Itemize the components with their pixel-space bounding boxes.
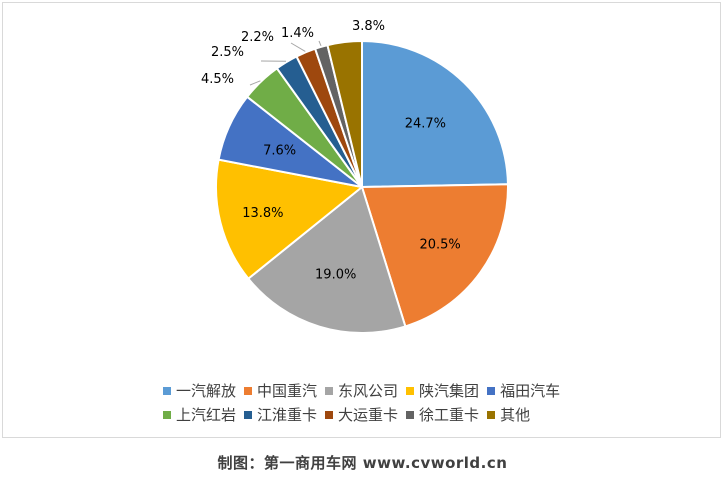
legend-swatch-8 — [325, 410, 334, 419]
leader-line-9 — [318, 40, 322, 46]
data-label-4: 13.8% — [242, 206, 283, 221]
legend-swatch-1 — [163, 386, 171, 395]
caption: 制图：第一商用车网 www.cvworld.cn — [217, 454, 508, 472]
pie-slice-2 — [360, 183, 509, 328]
legend-label-4: 陕汽集团 — [419, 382, 480, 400]
legend-row-1: 一汽解放 中国重汽 东风公司 陕汽集团 福田汽车 — [163, 380, 564, 401]
legend-swatch-10 — [487, 410, 496, 419]
legend-label-7: 江淮重卡 — [257, 406, 318, 424]
leader-lines — [249, 40, 322, 86]
data-label-1: 24.7% — [405, 116, 446, 131]
pie-chart: 24.7% 20.5% 19.0% 13.8% 7.6% 4.5% 2.5%2.2% 1.4%… — [201, 19, 509, 334]
pie-slice-4 — [215, 158, 365, 281]
legend-item-4: 陕汽集团 — [406, 380, 479, 401]
legend-item-7: 江淮重卡 — [244, 404, 317, 425]
data-label-7: 2.5% — [211, 45, 244, 60]
legend-label-1: 一汽解放 — [176, 382, 237, 400]
data-label-9: 1.4% — [281, 26, 314, 41]
data-label-10: 3.8% — [352, 19, 385, 34]
legend-swatch-4 — [406, 386, 415, 395]
legend-item-9: 徐工重卡 — [406, 404, 479, 425]
legend-label-8: 大运重卡 — [338, 406, 399, 424]
data-label-5: 7.6% — [263, 144, 296, 159]
legend-label-2: 中国重汽 — [257, 382, 318, 400]
data-label-2: 20.5% — [419, 237, 460, 252]
legend-swatch-6 — [163, 410, 171, 419]
legend-item-1: 一汽解放 — [163, 380, 236, 401]
data-labels: 24.7% 20.5% 19.0% 13.8% 7.6% 4.5% 2.5%2.2% 1.4%… — [201, 19, 461, 283]
legend-swatch-7 — [244, 410, 253, 419]
legend-row-2: 上汽红岩 江淮重卡 大运重卡 徐工重卡 其他 — [163, 404, 534, 425]
legend-swatch-2 — [244, 386, 253, 395]
legend-label-5: 福田汽车 — [500, 382, 561, 400]
legend-label-6: 上汽红岩 — [176, 406, 237, 424]
chart-frame: 24.7% 20.5% 19.0% 13.8% 7.6% 4.5% 2.5% 2.2% 1.4%… — [2, 2, 721, 438]
legend-item-6: 上汽红岩 — [163, 404, 236, 425]
leader-line-8 — [290, 42, 306, 52]
legend-label-3: 东风公司 — [338, 382, 399, 400]
leader-line-6 — [249, 80, 261, 86]
legend-label-10: 其他 — [500, 406, 531, 424]
legend-item-8: 大运重卡 — [325, 404, 398, 425]
legend-swatch-3 — [325, 386, 334, 395]
data-label-8: 2.2% — [241, 30, 274, 45]
legend-item-10: 其他 — [487, 404, 530, 425]
legend-swatch-9 — [406, 410, 415, 419]
data-label-3: 19.0% — [315, 268, 356, 283]
legend-item-3: 东风公司 — [325, 380, 398, 401]
pie-slice-10 — [326, 39, 363, 188]
legend-item-2: 中国重汽 — [244, 380, 317, 401]
legend-item-5: 福田汽车 — [487, 380, 560, 401]
pie-slice-1 — [361, 39, 509, 189]
legend-label-9: 徐工重卡 — [419, 406, 480, 424]
pie-slice-3 — [246, 185, 407, 334]
pie-slices — [215, 39, 509, 334]
data-label-6: 4.5% — [201, 72, 234, 87]
legend-swatch-5 — [487, 386, 496, 395]
